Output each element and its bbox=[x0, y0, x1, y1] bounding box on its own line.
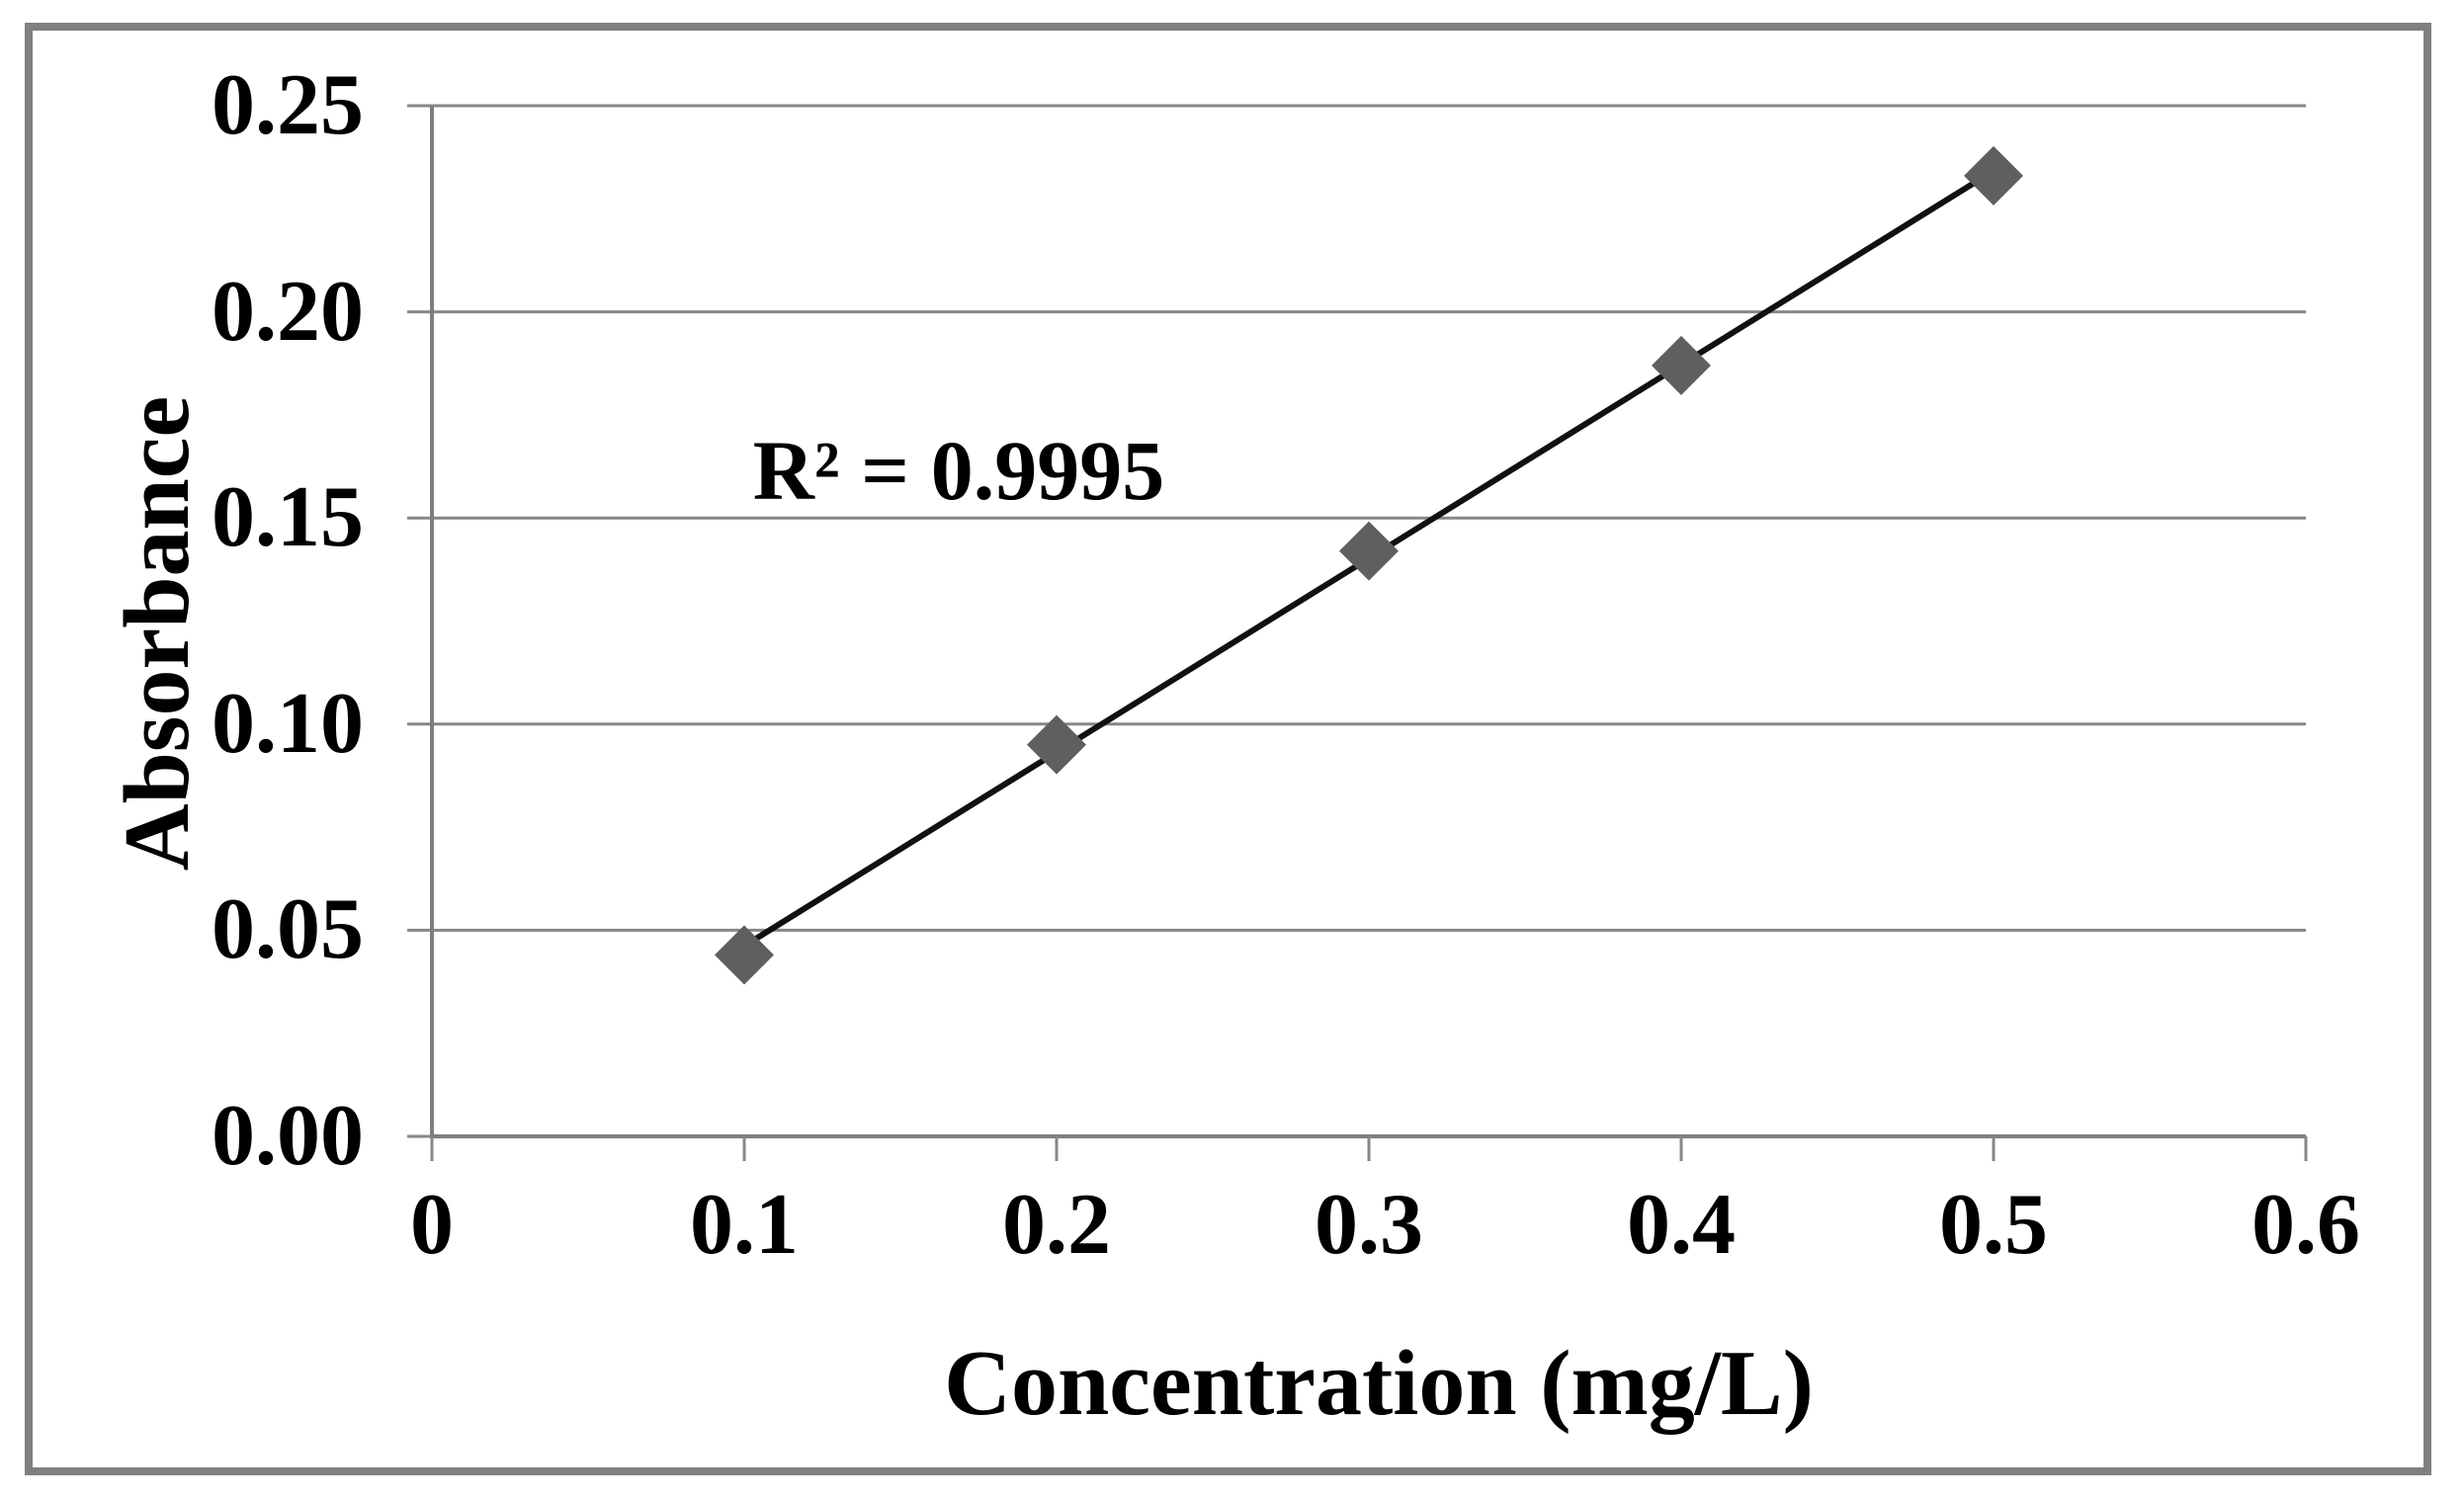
data-point-marker bbox=[1652, 335, 1711, 395]
y-tick-label: 0.10 bbox=[212, 675, 364, 772]
y-axis-title: Absorbance bbox=[106, 395, 209, 872]
y-tick-label: 0.20 bbox=[212, 263, 364, 360]
y-tick-label: 0.05 bbox=[212, 881, 364, 978]
figure-border bbox=[25, 23, 2431, 1475]
y-tick-label: 0.00 bbox=[212, 1088, 364, 1184]
x-tick-label: 0.3 bbox=[1315, 1177, 1423, 1273]
data-point-marker bbox=[715, 925, 774, 985]
x-tick-label: 0 bbox=[410, 1177, 454, 1273]
data-point-marker bbox=[1339, 521, 1399, 581]
y-tick-label: 0.15 bbox=[212, 469, 364, 566]
x-tick-label: 0.4 bbox=[1627, 1177, 1736, 1273]
x-tick-label: 0.5 bbox=[1939, 1177, 2048, 1273]
x-tick-label: 0.2 bbox=[1002, 1177, 1111, 1273]
data-point-marker bbox=[1027, 714, 1086, 775]
x-tick-label: 0.6 bbox=[2252, 1177, 2360, 1273]
x-axis-title: Concentration (mg/L) bbox=[944, 1332, 1814, 1435]
y-tick-label: 0.25 bbox=[212, 57, 364, 153]
data-point-marker bbox=[1964, 145, 2023, 206]
x-tick-label: 0.1 bbox=[690, 1177, 799, 1273]
r-squared-annotation: R² = 0.9995 bbox=[752, 423, 1165, 518]
